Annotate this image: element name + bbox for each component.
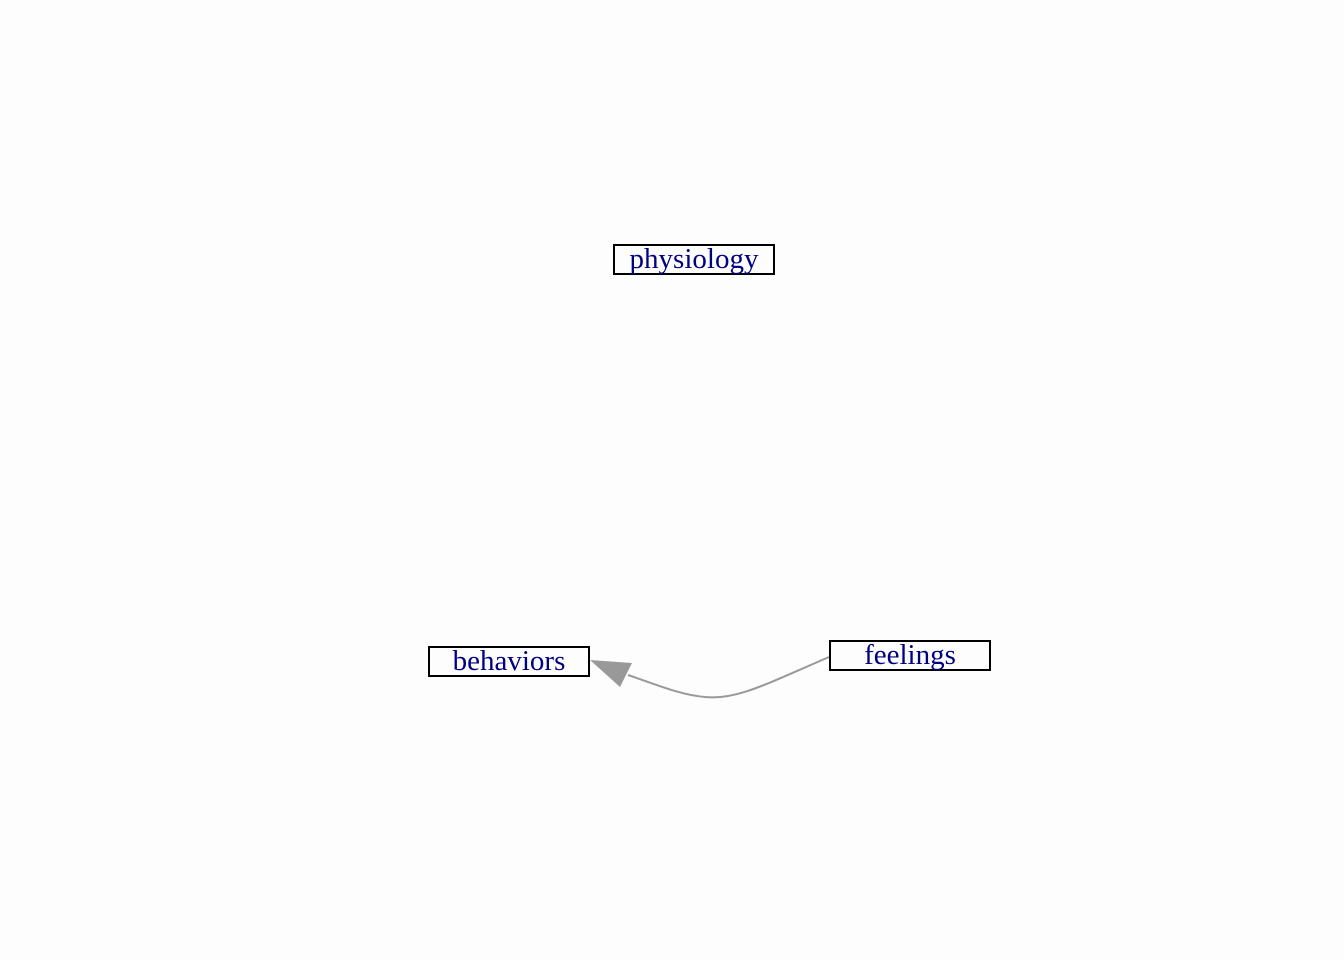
node-behaviors[interactable]: behaviors — [428, 646, 590, 677]
node-physiology[interactable]: physiology — [613, 244, 775, 275]
node-label-behaviors: behaviors — [452, 645, 566, 677]
edge-feelings-to-behaviors — [627, 656, 830, 699]
node-feelings[interactable]: feelings — [829, 640, 991, 671]
arrowhead-behaviors — [590, 660, 632, 687]
node-label-feelings: feelings — [864, 639, 956, 671]
node-label-physiology: physiology — [629, 243, 759, 275]
